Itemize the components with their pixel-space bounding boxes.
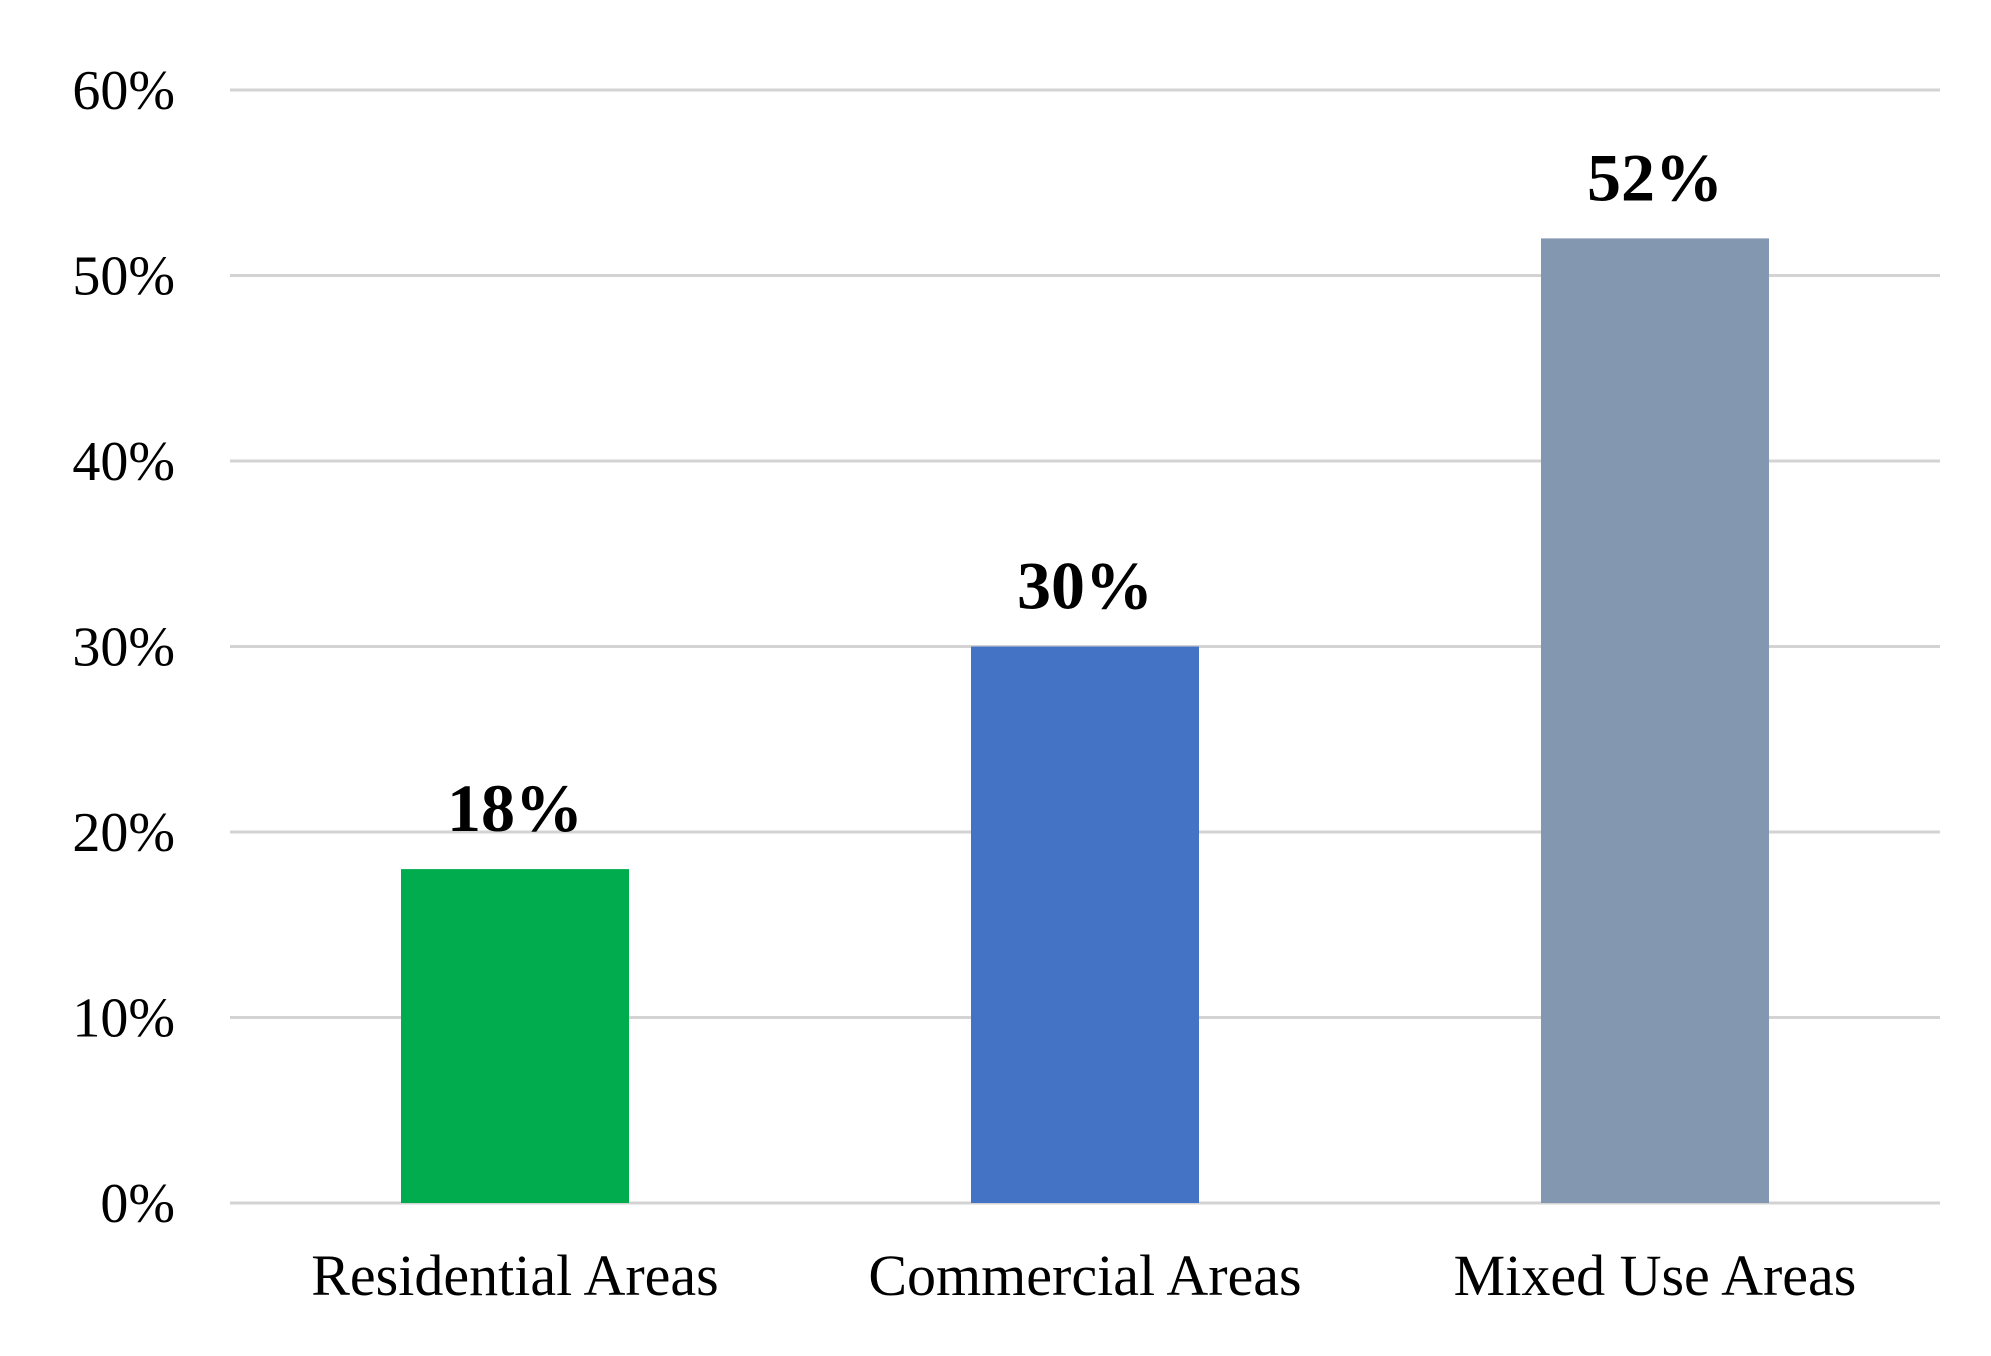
bar bbox=[1541, 238, 1769, 1203]
y-tick-label: 50% bbox=[72, 246, 175, 308]
y-tick-label: 20% bbox=[72, 802, 175, 864]
y-tick-label: 0% bbox=[100, 1173, 175, 1235]
bar bbox=[401, 869, 629, 1203]
x-category-label: Commercial Areas bbox=[868, 1243, 1301, 1308]
y-axis-tick-labels: 0% 10% 20% 30% 40% 50% 60% bbox=[72, 60, 175, 1235]
bar-data-label: 30% bbox=[1017, 548, 1153, 624]
data-labels: 18% 30% 52% bbox=[447, 139, 1723, 846]
y-tick-label: 10% bbox=[72, 988, 175, 1050]
y-tick-label: 40% bbox=[72, 431, 175, 493]
x-category-label: Residential Areas bbox=[311, 1243, 719, 1308]
y-tick-label: 30% bbox=[72, 617, 175, 679]
bars bbox=[401, 238, 1769, 1203]
x-axis-category-labels: Residential Areas Commercial Areas Mixed U… bbox=[311, 1243, 1856, 1308]
bar-data-label: 52% bbox=[1587, 139, 1723, 215]
bar bbox=[971, 646, 1199, 1203]
x-category-label: Mixed Use Areas bbox=[1454, 1243, 1857, 1308]
y-tick-label: 60% bbox=[72, 60, 175, 122]
bar-data-label: 18% bbox=[447, 770, 583, 846]
